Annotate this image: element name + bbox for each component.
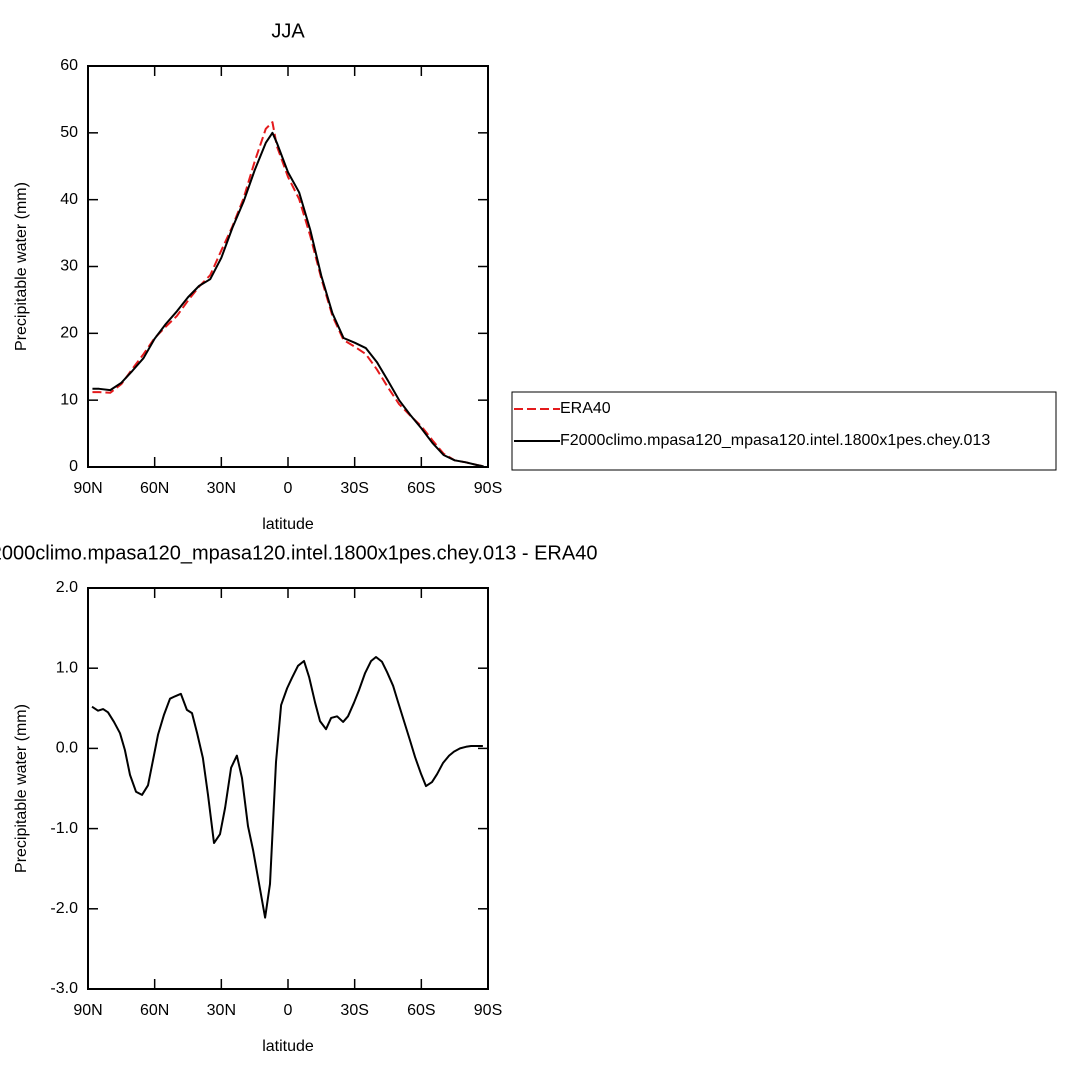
legend-box	[511, 391, 1057, 471]
legend-label: F2000climo.mpasa120_mpasa120.intel.1800x…	[560, 432, 990, 449]
x-tick-label: 30N	[207, 1002, 236, 1019]
y-tick-label: 40	[60, 191, 78, 208]
x-tick-label: 90N	[73, 480, 102, 497]
plot-frame	[87, 587, 489, 990]
y-tick-label: 0.0	[56, 740, 78, 757]
y-tick-label: -1.0	[50, 820, 78, 837]
x-axis-label: latitude	[262, 516, 314, 533]
x-tick-label: 30S	[340, 1002, 368, 1019]
chart-title: JJA	[271, 20, 305, 42]
x-tick-label: 90N	[73, 1002, 102, 1019]
y-tick-label: 1.0	[56, 659, 78, 676]
y-tick-label: -3.0	[50, 980, 78, 997]
y-tick-label: 50	[60, 124, 78, 141]
y-axis-label: Precipitable water (mm)	[13, 704, 30, 873]
x-tick-label: 60N	[140, 1002, 169, 1019]
y-tick-label: -2.0	[50, 900, 78, 917]
x-tick-label: 90S	[474, 1002, 502, 1019]
y-tick-label: 0	[69, 458, 78, 475]
chart-title: F2000climo.mpasa120_mpasa120.intel.1800x…	[0, 542, 597, 564]
x-tick-label: 90S	[474, 480, 502, 497]
y-tick-label: 60	[60, 57, 78, 74]
data-line	[92, 131, 484, 468]
x-tick-label: 60S	[407, 1002, 435, 1019]
x-tick-label: 0	[284, 480, 293, 497]
y-tick-label: 20	[60, 325, 78, 342]
x-tick-label: 60S	[407, 480, 435, 497]
x-tick-label: 0	[284, 1002, 293, 1019]
y-tick-label: 30	[60, 258, 78, 275]
x-tick-label: 30S	[340, 480, 368, 497]
x-tick-label: 30N	[207, 480, 236, 497]
y-tick-label: 10	[60, 391, 78, 408]
legend-label: ERA40	[560, 400, 611, 417]
y-axis-label: Precipitable water (mm)	[13, 182, 30, 351]
x-tick-label: 60N	[140, 480, 169, 497]
plot-frame	[87, 65, 489, 468]
y-tick-label: 2.0	[56, 579, 78, 596]
x-axis-label: latitude	[262, 1038, 314, 1055]
data-line	[91, 655, 483, 919]
